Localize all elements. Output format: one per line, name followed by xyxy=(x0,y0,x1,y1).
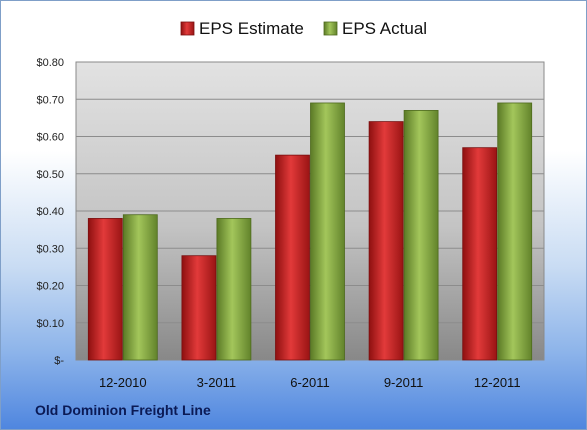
estimate-bar xyxy=(181,255,217,361)
legend-actual-label: EPS Actual xyxy=(342,19,427,38)
y-tick-label: $0.10 xyxy=(36,318,64,330)
estimate-bar xyxy=(462,147,498,361)
legend-estimate-swatch xyxy=(180,21,195,36)
x-axis: 12-2010 3-2011 6-2011 9-2011 12-2011 xyxy=(99,375,521,390)
company-name: Old Dominion Freight Line xyxy=(35,402,211,418)
y-tick-label: $0.20 xyxy=(36,281,64,293)
y-tick-label: $0.80 xyxy=(36,57,64,69)
actual-bar xyxy=(403,110,439,361)
actual-bar xyxy=(122,214,158,361)
actual-bar xyxy=(497,102,533,361)
legend: EPS Estimate EPS Actual xyxy=(180,19,427,38)
y-tick-label: $0.60 xyxy=(36,132,64,144)
y-tick-label: $0.30 xyxy=(36,243,64,255)
x-tick-label: 12-2011 xyxy=(474,375,521,390)
x-tick-label: 12-2010 xyxy=(99,375,147,390)
bars xyxy=(87,102,533,361)
estimate-bar xyxy=(87,218,123,361)
y-tick-label: $0.70 xyxy=(36,94,64,106)
y-tick-label: $- xyxy=(54,355,64,367)
estimate-bar xyxy=(368,121,404,361)
x-tick-label: 3-2011 xyxy=(197,375,237,390)
legend-estimate-label: EPS Estimate xyxy=(199,19,304,38)
actual-bar xyxy=(310,102,345,361)
actual-bar xyxy=(216,218,252,361)
x-tick-label: 9-2011 xyxy=(384,375,424,390)
y-tick-label: $0.50 xyxy=(36,169,64,181)
y-axis: $- $0.10 $0.20 $0.30 $0.40 $0.50 $0.60 $0.70 $0.… xyxy=(36,57,64,367)
legend-actual-swatch xyxy=(323,21,338,36)
x-tick-label: 6-2011 xyxy=(290,375,330,390)
y-tick-label: $0.40 xyxy=(36,206,64,218)
estimate-bar xyxy=(275,154,310,361)
